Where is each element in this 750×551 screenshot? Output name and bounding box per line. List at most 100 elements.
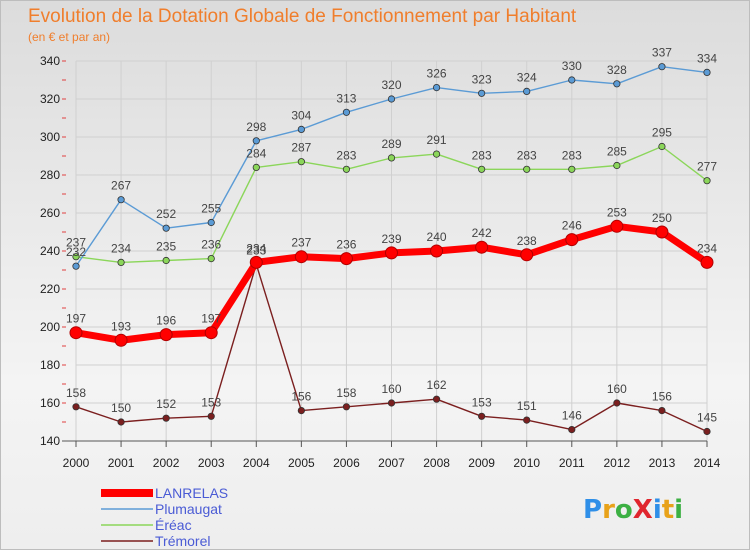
point-plumaugat-2009	[478, 89, 486, 97]
data-label-plumaugat-2000: 232	[66, 245, 86, 259]
data-label-lanrelas-2002: 196	[156, 314, 176, 328]
chart-title: Evolution de la Dotation Globale de Fonc…	[28, 6, 577, 27]
point--r-ac-2004	[252, 163, 260, 171]
y-tick-label-340: 340	[40, 54, 60, 68]
point-tr-morel-2010	[523, 416, 531, 424]
data-label-plumaugat-2014: 334	[697, 51, 717, 65]
point-tr-morel-2007	[387, 399, 396, 407]
point-plumaugat-2005	[297, 125, 305, 133]
point--r-ac-2000	[72, 253, 80, 261]
data-label--r-ac-2013: 295	[652, 126, 672, 140]
point--r-ac-2006	[342, 165, 351, 173]
point-plumaugat-2003	[207, 218, 215, 227]
data-label-tr-morel-2004: 233	[246, 243, 266, 257]
data-label-plumaugat-2005: 304	[291, 108, 311, 122]
point-lanrelas-2000	[69, 326, 83, 340]
data-label--r-ac-2005: 287	[291, 141, 311, 155]
point--r-ac-2012	[613, 161, 621, 170]
data-label-plumaugat-2003: 255	[201, 202, 221, 216]
x-tick-label-2008: 2008	[423, 456, 450, 470]
data-label-tr-morel-2013: 156	[652, 390, 672, 404]
point--r-ac-2009	[478, 165, 486, 173]
axes: 140 160 180 200 220 240 260 280 300 320 340 2000 200…	[40, 54, 721, 470]
data-label--r-ac-2009: 283	[472, 148, 492, 162]
data-label-lanrelas-2000: 197	[66, 312, 86, 326]
x-tick-label-2004: 2004	[243, 456, 270, 470]
data-label--r-ac-2008: 291	[427, 133, 447, 147]
point-lanrelas-2014	[700, 255, 714, 269]
data-label--r-ac-2001: 234	[111, 241, 131, 255]
point-lanrelas-2008	[430, 244, 444, 258]
data-label-lanrelas-2008: 240	[427, 230, 447, 244]
x-tick-label-2012: 2012	[604, 456, 631, 470]
data-label--r-ac-2000: 237	[66, 236, 86, 250]
data-label--r-ac-2006: 283	[336, 148, 356, 162]
point-plumaugat-2010	[523, 87, 531, 96]
point-plumaugat-2001	[117, 196, 125, 204]
y-tick-label-320: 320	[40, 92, 60, 106]
point--r-ac-2013	[658, 142, 666, 151]
x-tick-label-2000: 2000	[63, 456, 90, 470]
x-tick-label-2013: 2013	[649, 456, 676, 470]
y-tick-label-140: 140	[40, 434, 60, 448]
data-label-tr-morel-2006: 158	[336, 386, 356, 400]
x-tick-label-2003: 2003	[198, 456, 225, 470]
x-tick-label-2002: 2002	[153, 456, 180, 470]
point-lanrelas-2002	[159, 328, 173, 342]
data-label--r-ac-2011: 283	[562, 148, 582, 162]
point--r-ac-2014	[703, 177, 711, 185]
point-tr-morel-2012	[613, 399, 621, 407]
series-lanrelas	[69, 219, 714, 347]
x-tick-label-2009: 2009	[468, 456, 495, 470]
data-label-plumaugat-2008: 326	[427, 67, 447, 81]
data-label-plumaugat-2004: 298	[246, 120, 266, 134]
data-label--r-ac-2007: 289	[381, 137, 401, 151]
point-plumaugat-2013	[658, 63, 666, 71]
point-lanrelas-2012	[610, 219, 624, 233]
data-label-plumaugat-2012: 328	[607, 63, 627, 77]
data-label--r-ac-2012: 285	[607, 145, 627, 159]
data-label-lanrelas-2006: 236	[336, 238, 356, 252]
data-label-plumaugat-2009: 323	[472, 72, 492, 86]
point--r-ac-2003	[207, 255, 215, 263]
data-label-plumaugat-2010: 324	[517, 70, 537, 84]
data-label-tr-morel-2001: 150	[111, 401, 131, 415]
point-lanrelas-2005	[294, 250, 308, 264]
data-label-lanrelas-2009: 242	[472, 226, 492, 240]
legend-label-tr-morel: Trémorel	[155, 533, 211, 549]
point-plumaugat-2008	[432, 84, 441, 92]
data-label-tr-morel-2012: 160	[607, 382, 627, 396]
x-tick-label-2011: 2011	[559, 456, 585, 470]
chart-subtitle: (en € et par an)	[28, 30, 110, 44]
data-label-lanrelas-2012: 253	[607, 205, 627, 219]
point-lanrelas-2007	[385, 246, 398, 260]
point-tr-morel-2006	[342, 403, 351, 411]
y-tick-label-220: 220	[40, 282, 60, 296]
point-lanrelas-2010	[520, 248, 534, 262]
data-label-lanrelas-2011: 246	[562, 219, 582, 233]
point-plumaugat-2007	[387, 95, 396, 103]
point-lanrelas-2003	[204, 326, 218, 340]
data-label-lanrelas-2005: 237	[291, 236, 311, 250]
point-tr-morel-2003	[207, 412, 215, 420]
data-label-tr-morel-2003: 153	[201, 395, 221, 409]
point-lanrelas-2004	[249, 255, 263, 269]
point--r-ac-2008	[432, 150, 441, 158]
data-label-tr-morel-2009: 153	[472, 395, 492, 409]
point--r-ac-2005	[297, 158, 305, 166]
point--r-ac-2010	[523, 165, 531, 173]
data-label-plumaugat-2007: 320	[381, 78, 401, 92]
proxiti-logo: ProXiti	[583, 495, 683, 525]
data-label-tr-morel-2008: 162	[427, 378, 447, 392]
data-label-lanrelas-2004: 234	[246, 241, 266, 255]
point-lanrelas-2009	[475, 240, 489, 254]
data-label-lanrelas-2001: 193	[111, 319, 131, 333]
data-label-lanrelas-2014: 234	[697, 241, 717, 255]
data-label-tr-morel-2005: 156	[291, 390, 311, 404]
proxiti-wordmark: ProXiti	[583, 495, 683, 525]
point-lanrelas-2011	[565, 233, 579, 247]
data-label-tr-morel-2011: 146	[562, 409, 582, 423]
data-label-plumaugat-2001: 267	[111, 179, 131, 193]
point-tr-morel-2013	[658, 406, 666, 415]
